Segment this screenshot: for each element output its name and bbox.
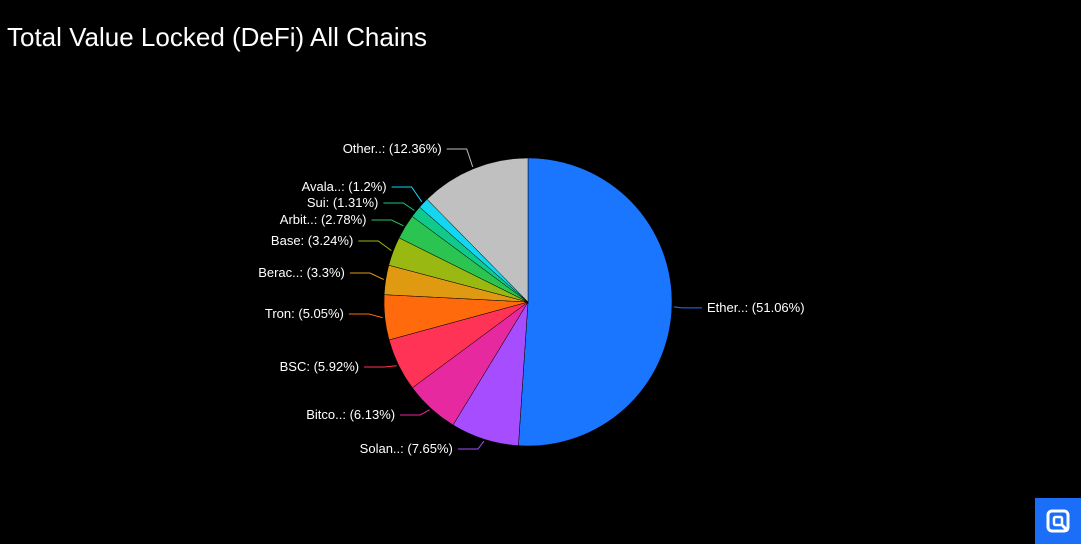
pie-slices bbox=[383, 157, 673, 447]
pie-labels: Ether..: (51.06%) Solan..: (7.65%) Bitco..… bbox=[258, 141, 804, 456]
pie-slice-other[interactable] bbox=[426, 157, 529, 303]
leader-line-bitco bbox=[400, 409, 430, 416]
slice-label-bsc: BSC: (5.92%) bbox=[280, 359, 359, 374]
leader-line-arbit bbox=[371, 219, 404, 227]
slice-label-tron: Tron: (5.05%) bbox=[265, 306, 344, 321]
leader-line-ether bbox=[673, 306, 702, 309]
leader-line-berac bbox=[349, 272, 384, 280]
leader-line-solan bbox=[457, 440, 485, 450]
slice-label-other: Other..: (12.36%) bbox=[343, 141, 442, 156]
leader-line-tron bbox=[348, 313, 383, 319]
slice-label-avala: Avala..: (1.2%) bbox=[302, 179, 387, 194]
slice-label-ether: Ether..: (51.06%) bbox=[707, 300, 805, 315]
leader-line-sui bbox=[383, 202, 415, 211]
slice-label-base: Base: (3.24%) bbox=[271, 233, 353, 248]
pie-slice-ether[interactable] bbox=[518, 157, 673, 447]
expand-button[interactable] bbox=[1035, 498, 1081, 544]
slice-label-arbit: Arbit..: (2.78%) bbox=[280, 212, 367, 227]
page-title: Total Value Locked (DeFi) All Chains bbox=[7, 22, 428, 52]
slice-label-berac: Berac..: (3.3%) bbox=[258, 265, 345, 280]
slice-label-sui: Sui: (1.31%) bbox=[307, 195, 379, 210]
slice-label-bitco: Bitco..: (6.13%) bbox=[306, 407, 395, 422]
leader-line-avala bbox=[391, 186, 423, 203]
leader-line-bsc bbox=[364, 365, 397, 368]
expand-icon bbox=[1046, 509, 1070, 533]
leader-line-base bbox=[358, 240, 392, 252]
slice-label-solan: Solan..: (7.65%) bbox=[360, 441, 453, 456]
pie-leader-lines bbox=[348, 148, 702, 450]
leader-line-other bbox=[446, 148, 474, 168]
